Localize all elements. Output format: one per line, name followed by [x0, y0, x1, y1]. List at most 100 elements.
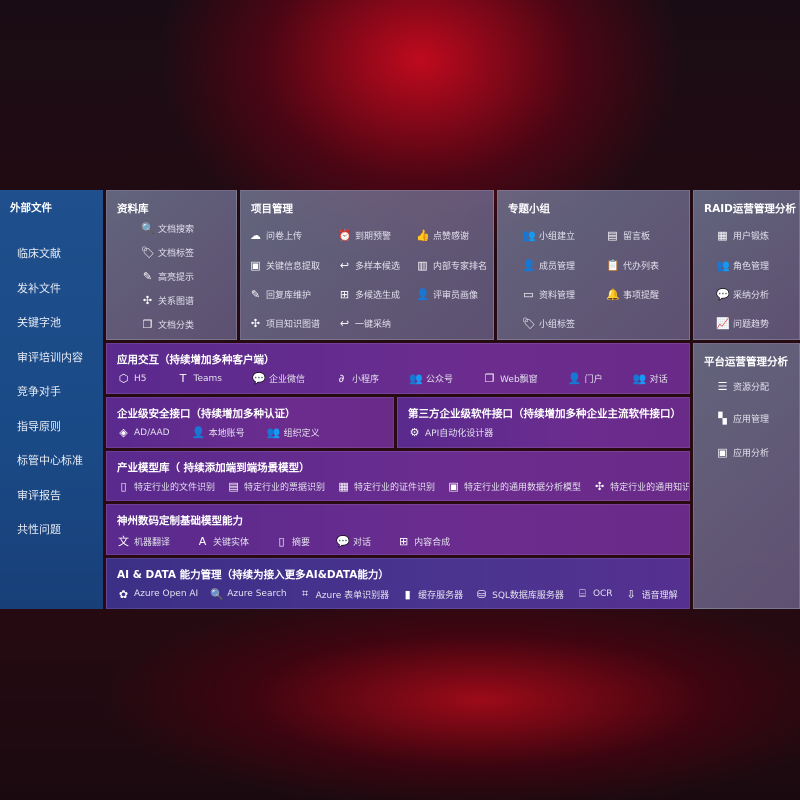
list-item-id-card[interactable]: ▦ 用户锻炼: [716, 229, 769, 242]
item-label: 问卷上传: [266, 232, 303, 242]
item-label: 摘要: [292, 537, 311, 548]
qa-icon: 💬: [716, 288, 730, 301]
sidebar-item[interactable]: 审评培训内容: [17, 350, 83, 364]
item-label: 点赞感谢: [433, 232, 470, 242]
item-label: 内容合成: [414, 537, 451, 548]
list-item-bell[interactable]: 🔔 事项提醒: [606, 288, 659, 301]
item-label: 机器翻译: [134, 537, 171, 548]
list-item-reply[interactable]: ↩ 多样本候选: [338, 259, 400, 272]
translate-icon: 文: [118, 535, 129, 548]
list-item-users[interactable]: 👥 角色管理: [716, 259, 769, 272]
list-item-form-recognizer[interactable]: ⌗ Azure 表单识别器: [299, 587, 389, 601]
list-item-api-gear[interactable]: ⚙ API自动化设计器: [408, 426, 494, 439]
panel-title: 第三方企业级软件接口（持续增加多种企业主流软件接口）: [408, 408, 681, 420]
checklist-icon: ☰: [717, 380, 728, 393]
item-label: Azure Open AI: [134, 589, 199, 599]
item-label: 内部专家排名: [433, 262, 488, 272]
list-item-compose[interactable]: ⊞ 内容合成: [397, 535, 450, 548]
item-label: API自动化设计器: [425, 429, 494, 439]
panel-platform-analysis: 平台运营管理分析 ☰ 资源分配 ▚ 应用管理 ▣ 应用分析: [693, 343, 800, 609]
list-item-pen[interactable]: ✎ 高亮提示: [141, 270, 194, 283]
list-item-alarm[interactable]: ⏰ 到期预警: [338, 229, 391, 242]
list-item-puzzle[interactable]: ⊞ 多候选生成: [338, 288, 400, 301]
list-item-id-card[interactable]: ▦ 特定行业的证件识别: [337, 480, 435, 493]
sidebar-item[interactable]: 共性问题: [17, 523, 61, 536]
list-item-receipt[interactable]: ▤ 特定行业的票据识别: [227, 480, 325, 493]
list-item-mini-program[interactable]: ∂ 小程序: [335, 372, 379, 385]
list-item-tag[interactable]: 🏷 小组标签: [522, 317, 575, 330]
graph-icon: ✣: [594, 480, 605, 493]
list-item-analysis[interactable]: ▣ 应用分析: [716, 446, 769, 459]
list-item-graph[interactable]: ✣ 关系图谱: [141, 294, 194, 307]
window-icon: ▣: [250, 259, 261, 272]
list-item-reply[interactable]: ↩ 一键采纳: [338, 317, 391, 330]
list-item-ocr[interactable]: ⌸ OCR: [576, 587, 613, 601]
item-label: 文档标签: [158, 249, 195, 259]
list-item-teams[interactable]: T Teams: [177, 372, 222, 385]
list-item-sql-db[interactable]: ⛁ SQL数据库服务器: [475, 588, 564, 601]
users-icon: 👥: [522, 229, 536, 242]
list-item-portal[interactable]: 👤 门户: [568, 372, 603, 385]
item-label: 组织定义: [283, 429, 320, 439]
list-item-openai[interactable]: ✿ Azure Open AI: [117, 588, 198, 601]
sidebar-item[interactable]: 发补文件: [17, 281, 61, 295]
list-item-translate[interactable]: 文机器翻译: [117, 533, 170, 549]
thumbs-up-icon: 👍: [416, 229, 430, 242]
sidebar-item[interactable]: 临床文献: [17, 247, 61, 260]
list-item-copy[interactable]: ❐ 文档分类: [141, 318, 194, 331]
list-item-summary[interactable]: ▯ 摘要: [275, 535, 311, 548]
list-item-graph[interactable]: ✣ 特定行业的通用知识图谱模型: [593, 480, 689, 493]
list-item-chat[interactable]: 💬 对话: [336, 535, 371, 548]
list-item-chat[interactable]: 👥 对话: [633, 372, 668, 385]
compose-icon: ⊞: [398, 534, 409, 548]
list-item-graph[interactable]: ✣ 项目知识图谱: [249, 317, 320, 330]
trend-icon: 📈: [716, 317, 730, 330]
sidebar-item[interactable]: 审评报告: [17, 488, 61, 502]
item-label: 关键实体: [213, 537, 250, 548]
panel-thirdparty-interface: 第三方企业级软件接口（持续增加多种企业主流软件接口） ⚙ API自动化设计器: [397, 397, 690, 448]
list-item-ranking[interactable]: ▥ 内部专家排名: [416, 259, 487, 272]
list-item-organization[interactable]: 👥 组织定义: [267, 426, 320, 439]
list-item-user[interactable]: 👤 评审员画像: [416, 288, 478, 301]
list-item-local-account[interactable]: 👤 本地账号: [192, 426, 245, 439]
list-item-bbs[interactable]: ▤ 留言板: [606, 229, 650, 242]
list-item-entity[interactable]: A 关键实体: [196, 535, 249, 548]
list-item-trend[interactable]: 📈 问题趋势: [716, 317, 769, 330]
list-item-official-account[interactable]: 👥 公众号: [409, 372, 453, 385]
list-item-chart[interactable]: ▣ 特定行业的通用数据分析模型: [447, 480, 581, 493]
item-label: OCR: [592, 589, 613, 599]
sidebar-item[interactable]: 关键字池: [17, 316, 61, 329]
sidebar-item[interactable]: 竞争对手: [17, 385, 61, 398]
list-item-qa[interactable]: 💬 采纳分析: [716, 288, 769, 301]
item-label: 门户: [584, 375, 603, 385]
list-item-tag[interactable]: 🏷 文档标签: [141, 246, 194, 259]
list-item-document-search[interactable]: 🔍 文档搜索: [141, 222, 194, 235]
panel-title: 资料库: [117, 203, 149, 215]
sidebar-item[interactable]: 标管中心标准: [17, 454, 83, 467]
list-item-users[interactable]: 👥 小组建立: [522, 229, 575, 242]
list-item-folder[interactable]: ▭ 资料管理: [522, 288, 575, 301]
list-item-document[interactable]: ▯ 特定行业的文件识别: [117, 480, 215, 493]
list-item-clipboard[interactable]: 📋 代办列表: [606, 259, 659, 272]
list-item-web-window[interactable]: ❐ Web飘窗: [483, 372, 538, 385]
ranking-icon: ▥: [417, 259, 428, 272]
sidebar-item[interactable]: 指导原则: [17, 419, 61, 433]
list-item-html5[interactable]: ⬡ H5: [117, 372, 147, 385]
list-item-window[interactable]: ▣ 关键信息提取: [249, 259, 320, 272]
list-item-user-add[interactable]: 👤 成员管理: [522, 259, 575, 272]
item-label: 小组建立: [539, 232, 576, 242]
list-item-azure-ad[interactable]: ◈ AD/AAD: [117, 426, 169, 439]
list-item-search-doc[interactable]: 🔍 Azure Search: [210, 588, 286, 601]
panel-industry-models: 产业模型库（ 持续添加端到端场景模型） ▯ 特定行业的文件识别 ▤ 特定行业的票据识别 ▦…: [106, 451, 690, 501]
list-item-thumbs-up[interactable]: 👍 点赞感谢: [416, 229, 469, 242]
item-label: Web飘窗: [500, 375, 538, 385]
list-item-wechat-work[interactable]: 💬 企业微信: [252, 372, 305, 385]
list-item-apps[interactable]: ▚ 应用管理: [716, 412, 769, 425]
list-item-speech[interactable]: ⇩ 语音理解: [625, 588, 677, 601]
list-item-cloud-upload[interactable]: ☁ 问卷上传: [249, 229, 302, 242]
list-item-checklist[interactable]: ☰ 资源分配: [716, 380, 769, 393]
row-items: 文机器翻译 A 关键实体 ▯ 摘要 💬 对话 ⊞ 内容合成: [117, 533, 450, 549]
list-item-edit[interactable]: ✎ 回复库维护: [249, 288, 311, 301]
form-recognizer-icon: ⌗: [302, 587, 309, 600]
list-item-cache-server[interactable]: ▮ 缓存服务器: [401, 588, 464, 601]
